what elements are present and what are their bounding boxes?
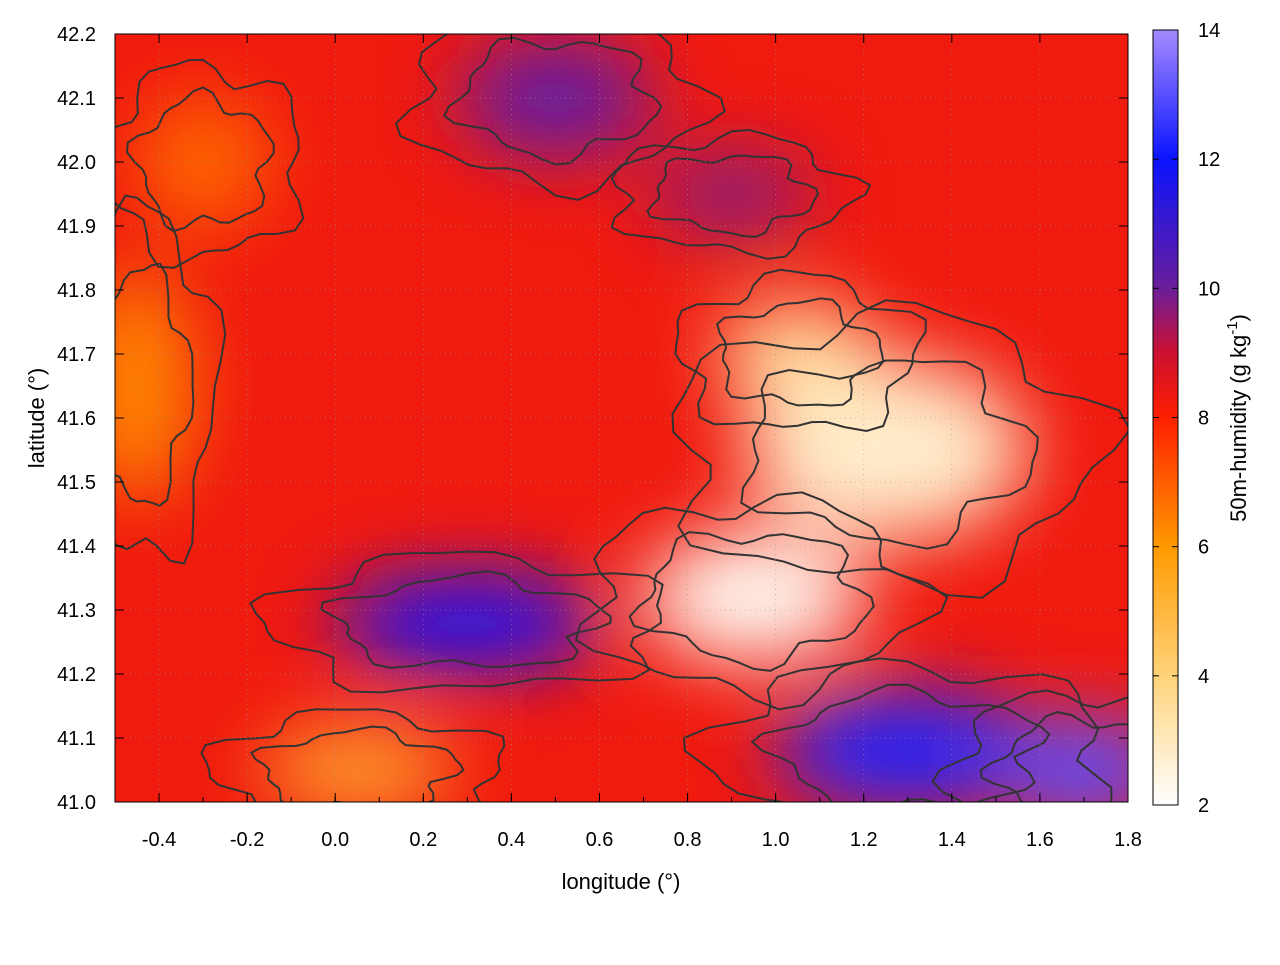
- contour-line: [200, 708, 506, 802]
- heatmap-region: [775, 693, 1040, 802]
- y-tick-label: 42.1: [57, 88, 96, 110]
- heatmap-region: [335, 578, 600, 668]
- heatmap-region: [995, 718, 1128, 802]
- x-tick-label: 1.8: [1114, 829, 1142, 851]
- colorbar-label-end: ): [1226, 314, 1251, 321]
- contour-line: [979, 711, 1128, 802]
- contour-line: [671, 299, 1128, 599]
- heatmap-region: [652, 155, 811, 233]
- heatmap-region: [643, 533, 864, 662]
- y-tick-label: 41.5: [57, 472, 96, 494]
- y-tick-label: 41.0: [57, 792, 96, 814]
- contour-line: [249, 550, 664, 694]
- contour-line: [683, 657, 1113, 802]
- contour-line: [646, 154, 819, 238]
- heatmap-region: [115, 270, 190, 502]
- contour-line: [115, 58, 305, 269]
- colorbar-tick-label: 2: [1198, 795, 1209, 817]
- heatmap-region: [137, 98, 270, 226]
- x-tick-label: 1.6: [1026, 829, 1054, 851]
- plot-area: [114, 33, 1129, 803]
- x-tick-label: 0.4: [497, 829, 525, 851]
- x-tick-label: 1.4: [938, 829, 966, 851]
- colorbar-tick-label: 14: [1198, 20, 1220, 42]
- x-tick-label: 0.2: [409, 829, 437, 851]
- contour-line: [320, 570, 612, 669]
- y-tick-label: 42.2: [57, 24, 96, 46]
- y-tick-label: 41.7: [57, 344, 96, 366]
- x-tick-label: -0.4: [142, 829, 176, 851]
- x-tick-label: -0.2: [230, 829, 264, 851]
- y-tick-label: 41.8: [57, 280, 96, 302]
- heatmap-region: [260, 731, 455, 802]
- colorbar-tick-label: 10: [1198, 278, 1220, 300]
- y-tick-label: 41.9: [57, 216, 96, 238]
- contour-lines: [115, 34, 1128, 802]
- y-tick-label: 41.4: [57, 536, 96, 558]
- contour-line: [931, 689, 1128, 802]
- colorbar-tick-label: 4: [1198, 666, 1209, 688]
- y-axis: 41.0 41.1 41.2 41.3 41.4 41.5 41.6 41.7 41.8 41.9…: [57, 24, 1128, 814]
- colorbar-tick-label: 12: [1198, 149, 1220, 171]
- colorbar: 2 4 6 8 10 12 14 50m-humidity (g kg-1): [1152, 20, 1251, 817]
- x-tick-label: 1.2: [850, 829, 878, 851]
- y-tick-label: 41.1: [57, 728, 96, 750]
- x-axis: -0.4 -0.2 0.0 0.2 0.4 0.6 0.8 1.0 1.2 1.4 1.6 1.8: [114, 34, 1142, 851]
- heatmap-region: [718, 302, 877, 406]
- x-tick-label: 0.6: [586, 829, 614, 851]
- colorbar-tick-label: 6: [1198, 537, 1209, 559]
- x-tick-label: 1.0: [762, 829, 790, 851]
- colorbar-label: 50m-humidity (g kg-1): [1224, 314, 1251, 522]
- x-axis-label: longitude (°): [562, 869, 681, 894]
- y-tick-label: 42.0: [57, 152, 96, 174]
- y-axis-label: latitude (°): [24, 368, 49, 469]
- grid-lines: [115, 34, 1128, 802]
- colorbar-label-main: 50m-humidity (g kg: [1226, 335, 1251, 522]
- contour-line: [750, 683, 1051, 802]
- contour-line: [249, 725, 465, 802]
- x-tick-label: 0.0: [321, 829, 349, 851]
- y-tick-label: 41.3: [57, 600, 96, 622]
- contour-line: [125, 86, 275, 233]
- y-tick-label: 41.2: [57, 664, 96, 686]
- colorbar-tick-label: 8: [1198, 408, 1209, 430]
- colorbar-ticks: 2 4 6 8 10 12 14: [1153, 20, 1220, 817]
- y-tick-label: 41.6: [57, 408, 96, 430]
- contour-line: [115, 262, 195, 507]
- contour-line: [716, 297, 885, 407]
- x-tick-label: 0.8: [674, 829, 702, 851]
- colorbar-label-sup: -1: [1224, 321, 1241, 334]
- contour-line: [628, 531, 875, 672]
- contour-line: [610, 128, 872, 260]
- contour-line: [740, 359, 1039, 550]
- contour-line: [115, 194, 227, 565]
